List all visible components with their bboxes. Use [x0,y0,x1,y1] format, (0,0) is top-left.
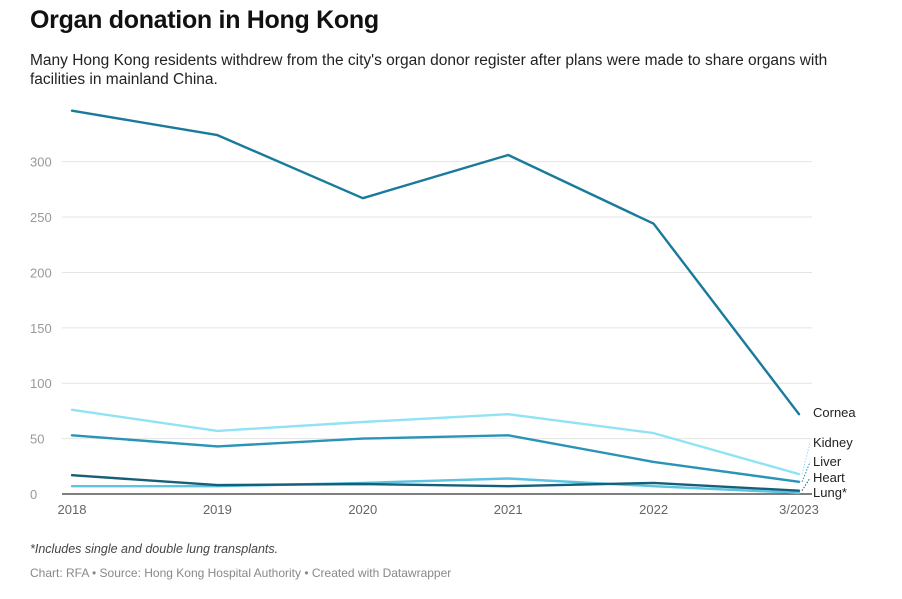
series-lines [70,109,801,495]
x-axis-ticks: 2018 2019 2020 2021 2022 3/2023 [58,502,819,517]
label-leader [801,477,811,491]
y-tick-label: 150 [30,321,52,336]
series-label: Cornea [813,405,856,420]
line-chart: 0 50 100 150 200 250 300 2018 2019 2020 2021 2022 3… [30,109,856,517]
y-tick-label: 200 [30,265,52,280]
x-tick-label: 2021 [494,502,523,517]
y-tick-label: 250 [30,210,52,225]
y-tick-label: 100 [30,376,52,391]
x-tick-label: 3/2023 [779,502,819,517]
x-tick-label: 2019 [203,502,232,517]
series-line-heart [70,474,801,492]
y-tick-label: 0 [30,487,37,502]
label-leader [801,461,811,483]
y-tick-label: 50 [30,432,44,447]
x-tick-label: 2022 [639,502,668,517]
chart-title: Organ donation in Hong Kong [30,6,379,34]
y-tick-label: 300 [30,155,52,170]
gridlines [62,161,812,495]
footnote: *Includes single and double lung transpl… [30,542,279,556]
series-label: Lung* [813,485,847,500]
series-label: Heart [813,470,845,485]
series-line-cornea [70,109,801,416]
y-axis-ticks: 0 50 100 150 200 250 300 [30,155,52,502]
series-label: Liver [813,454,842,469]
series-label: Kidney [813,435,853,450]
x-tick-label: 2018 [58,502,87,517]
label-leader [801,442,811,475]
series-line-lung [70,477,801,495]
series-line-liver [70,434,801,483]
chart-subtitle: Many Hong Kong residents withdrew from t… [30,52,828,88]
series-line-kidney [70,408,801,476]
x-tick-label: 2020 [348,502,377,517]
source-credit: Chart: RFA • Source: Hong Kong Hospital … [30,566,452,580]
